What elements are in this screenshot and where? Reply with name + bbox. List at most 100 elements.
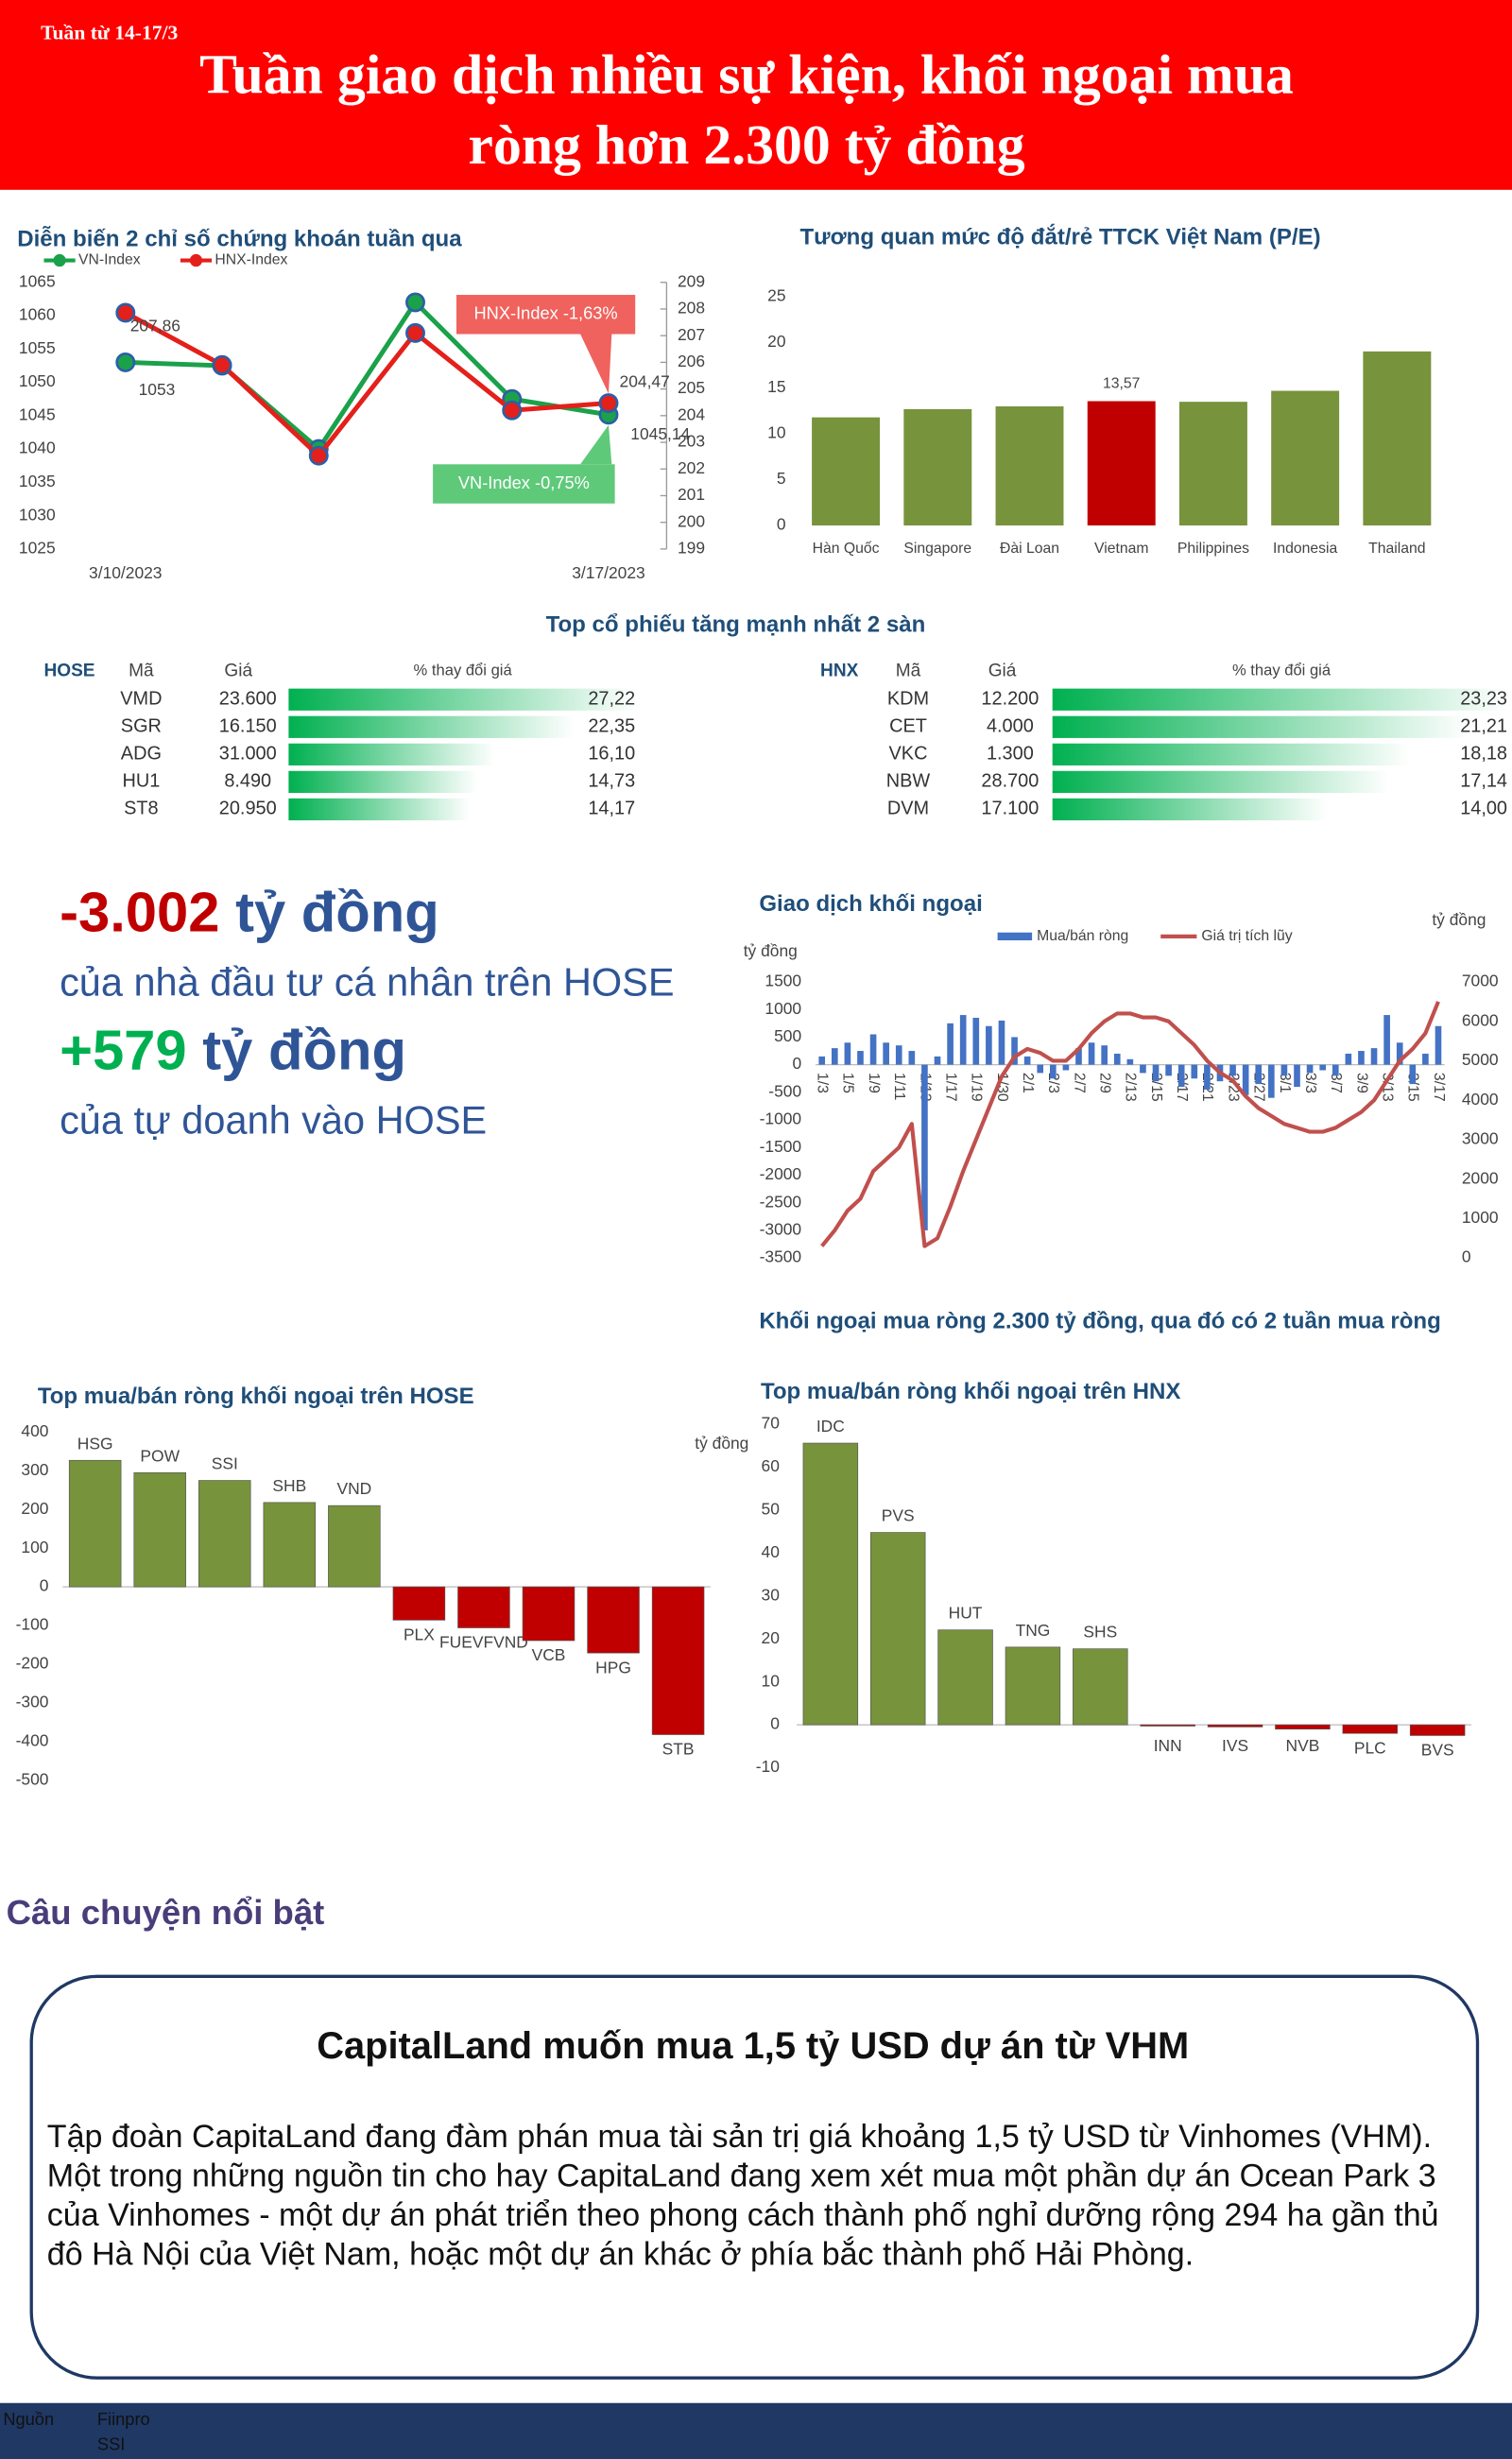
y-tick-label: 500 xyxy=(774,1026,801,1045)
bar xyxy=(1409,1724,1466,1736)
category-label: Indonesia xyxy=(1273,541,1338,557)
value-label: 204,47 xyxy=(620,372,670,391)
table-cell: 12.200 xyxy=(981,689,1039,710)
y2-tick-label: 202 xyxy=(678,458,705,477)
y-tick-label: 1035 xyxy=(19,472,56,490)
legend-marker xyxy=(53,253,66,267)
y-tick-label: 20 xyxy=(762,1628,780,1647)
legend-label: VN-Index xyxy=(78,252,141,268)
y-tick-label: -2000 xyxy=(760,1164,802,1183)
bar xyxy=(1409,1064,1417,1085)
data-bar xyxy=(288,770,477,794)
legend-label: HNX-Index xyxy=(215,252,287,268)
bar xyxy=(1358,1051,1365,1065)
bar xyxy=(857,1051,864,1065)
y-tick-label: 1055 xyxy=(19,338,56,357)
bar xyxy=(934,1056,941,1065)
table-cell: 27,22 xyxy=(588,689,635,710)
category-label: Vietnam xyxy=(1094,541,1149,557)
y-tick-label: -1500 xyxy=(760,1137,802,1156)
bar xyxy=(1126,1058,1134,1065)
y-tick-label: -1000 xyxy=(760,1109,802,1128)
stat-value: +579 xyxy=(60,1018,187,1081)
bar xyxy=(587,1586,640,1654)
bar xyxy=(986,1025,992,1065)
bar xyxy=(802,1442,859,1726)
data-bar xyxy=(288,688,637,711)
y2-tick-label: 199 xyxy=(678,539,705,558)
bar xyxy=(972,1017,980,1065)
y-tick-label: 25 xyxy=(767,285,785,304)
bar xyxy=(1342,1724,1399,1734)
table-cell: 22,35 xyxy=(588,716,635,737)
table-exchange: HNX xyxy=(820,661,859,680)
y-tick-label: 1025 xyxy=(19,539,56,558)
story-body: Tập đoàn CapitaLand đang đàm phán mua tà… xyxy=(46,2119,1439,2273)
category-label: VND xyxy=(336,1479,371,1498)
table-header: Mã xyxy=(896,661,921,680)
marker xyxy=(598,393,619,414)
stat-description: của tự doanh vào HOSE xyxy=(60,1097,487,1142)
bar xyxy=(1087,401,1156,526)
category-label: Thailand xyxy=(1368,541,1425,557)
y-tick-label: 400 xyxy=(21,1421,48,1440)
bar xyxy=(1268,1064,1275,1098)
bar xyxy=(1370,1048,1378,1065)
data-bar xyxy=(1052,715,1469,738)
footer-source: SSI xyxy=(97,2433,125,2453)
y2-axis-label: tỷ đồng xyxy=(1432,910,1486,929)
bar xyxy=(895,1045,902,1065)
bar xyxy=(883,1042,889,1065)
bar xyxy=(392,1586,446,1621)
x-tick-label: 3/9 xyxy=(1353,1073,1369,1093)
bar xyxy=(1422,1053,1429,1065)
bar xyxy=(1191,1064,1198,1079)
table-cell: ADG xyxy=(121,744,162,765)
category-label: VCB xyxy=(532,1645,566,1664)
bar xyxy=(995,406,1064,526)
bar xyxy=(263,1502,317,1588)
story-title: CapitalLand muốn mua 1,5 tỷ USD dự án từ… xyxy=(317,2025,1189,2067)
table-cell: HU1 xyxy=(122,771,160,792)
bar xyxy=(1242,1064,1249,1095)
annotation-box xyxy=(433,464,615,504)
table-cell: CET xyxy=(889,716,927,737)
category-label: Hàn Quốc xyxy=(813,541,880,557)
bar xyxy=(1319,1064,1327,1071)
data-bar xyxy=(288,743,495,765)
y-tick-label: 5 xyxy=(777,469,786,488)
y-tick-label: 0 xyxy=(770,1714,780,1733)
category-label: IDC xyxy=(816,1417,845,1436)
x-tick-label: 1/19 xyxy=(969,1073,985,1102)
table-cell: 17.100 xyxy=(981,799,1039,819)
annotation: HNX-Index -1,63% xyxy=(474,303,618,323)
story-paragraph: Tập đoàn CapitaLand đang đàm phán mua tà… xyxy=(46,2119,1433,2156)
chart-title: Giao dịch khối ngoại xyxy=(759,891,982,917)
y-tick-label: 40 xyxy=(762,1542,780,1561)
category-label: PLX xyxy=(404,1625,435,1644)
bar xyxy=(1075,1048,1082,1065)
table-cell: 14,73 xyxy=(588,771,635,792)
y-tick-label: -200 xyxy=(16,1654,49,1673)
x-tick-label: 2/27 xyxy=(1251,1073,1267,1102)
bar xyxy=(133,1472,186,1588)
y-tick-label: -400 xyxy=(16,1730,49,1749)
data-bar xyxy=(1052,770,1390,794)
y2-tick-label: 2000 xyxy=(1462,1168,1499,1187)
y-tick-label: -2500 xyxy=(760,1192,802,1211)
table-cell: 16.150 xyxy=(219,716,277,737)
x-tick-label: 2/1 xyxy=(1020,1073,1036,1093)
x-tick-label: 2/13 xyxy=(1123,1073,1139,1102)
table-cell: 16,10 xyxy=(588,744,635,765)
stat-unit: tỷ đồng xyxy=(202,1018,406,1081)
category-label: SHS xyxy=(1083,1623,1117,1642)
table-cell: 28.700 xyxy=(981,771,1039,792)
x-tick-label: 3/17/2023 xyxy=(572,563,644,582)
table-cell: 8.490 xyxy=(224,771,271,792)
category-label: FUEVFVND xyxy=(439,1633,528,1652)
y-tick-label: -100 xyxy=(16,1615,49,1634)
y-tick-label: -10 xyxy=(756,1757,780,1776)
category-label: BVS xyxy=(1421,1741,1454,1760)
category-label: IVS xyxy=(1222,1736,1248,1755)
